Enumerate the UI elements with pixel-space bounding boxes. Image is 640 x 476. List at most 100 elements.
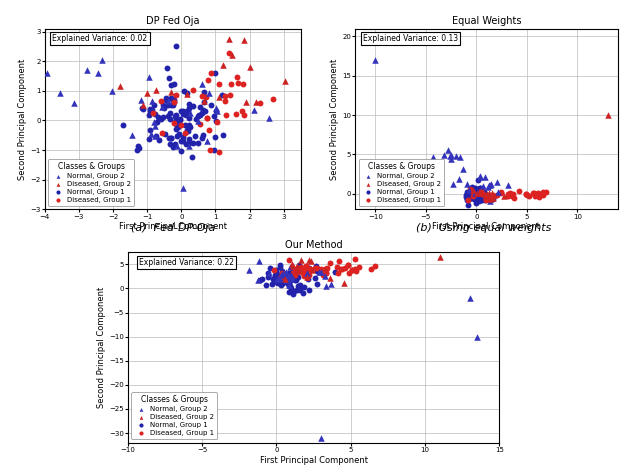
Point [225,91,235,99]
Point [319,265,330,273]
Point [239,111,249,119]
Point [188,102,198,110]
Point [602,111,612,119]
Point [292,287,302,294]
Title: DP Fed Oja: DP Fed Oja [146,16,200,26]
Point [173,130,184,138]
Point [170,119,180,127]
Point [300,270,310,278]
Point [461,193,471,200]
Point [202,138,212,145]
Point [464,195,474,202]
Point [203,77,213,84]
Point [204,89,214,97]
Point [306,258,316,265]
Point [467,192,477,199]
Point [227,51,237,59]
Point [465,193,476,200]
Point [472,193,483,200]
Point [271,268,281,276]
Point [144,135,154,142]
Point [141,89,152,97]
Point [291,277,301,284]
Point [69,99,79,107]
Point [184,100,195,108]
Point [476,191,486,198]
Point [276,271,286,278]
Point [184,136,194,143]
Point [473,196,483,203]
Point [462,188,472,196]
Point [335,265,346,273]
Point [282,268,292,276]
Point [463,201,473,209]
Point [475,189,485,197]
Point [472,195,482,203]
Point [82,66,92,74]
Point [166,134,176,142]
Point [165,109,175,117]
Point [161,94,172,102]
Point [499,192,509,199]
Point [524,192,534,199]
Point [214,93,224,101]
Point [220,98,230,105]
Point [253,277,263,284]
Point [245,63,255,70]
Point [197,80,207,88]
Point [323,264,333,272]
Point [170,80,180,88]
Point [484,189,495,197]
Point [273,276,283,284]
Point [292,283,303,290]
Point [458,166,468,173]
Point [294,281,305,289]
Point [287,266,298,273]
Point [132,142,143,150]
Point [172,115,182,123]
Point [162,64,172,72]
Point [173,123,183,130]
Point [188,86,198,94]
Point [479,191,490,198]
Point [266,264,276,272]
Point [294,262,304,269]
Point [156,115,166,122]
Point [198,106,208,113]
Point [353,263,364,271]
Point [36,70,46,78]
Point [463,194,474,201]
Point [224,36,234,43]
Point [470,190,481,198]
Point [465,185,475,192]
Point [291,266,301,274]
Point [127,131,138,139]
Point [343,261,353,268]
Point [282,278,292,285]
Point [195,111,205,119]
Point [467,184,477,191]
Point [156,98,166,105]
Point [188,139,198,146]
Point [163,112,173,120]
Point [455,153,465,160]
Point [520,190,531,198]
Point [533,189,543,197]
Point [153,113,163,121]
Point [211,133,221,141]
Point [435,253,445,261]
Point [191,116,201,123]
Point [320,265,330,272]
Point [166,101,176,109]
Point [468,191,478,198]
Point [278,278,288,285]
Point [466,194,476,202]
Point [470,188,481,196]
Point [136,96,146,104]
Point [166,95,176,102]
Point [479,188,489,196]
Point [486,180,496,188]
Point [198,131,208,139]
Point [160,130,170,138]
Point [534,190,544,198]
